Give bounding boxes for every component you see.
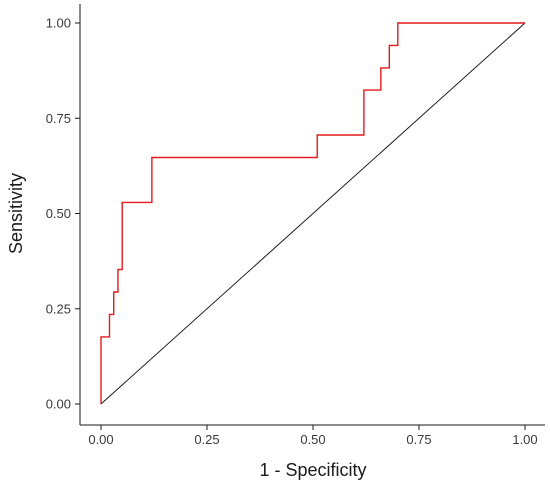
y-tick-label: 1.00 bbox=[46, 16, 71, 31]
y-tick-label: 0.25 bbox=[46, 301, 71, 316]
y-axis-title: Sensitivity bbox=[6, 173, 26, 254]
x-tick-label: 0.75 bbox=[406, 432, 431, 447]
x-tick-label: 0.50 bbox=[300, 432, 325, 447]
x-tick-label: 0.00 bbox=[88, 432, 113, 447]
series-layer bbox=[100, 22, 526, 405]
reference-diagonal-line bbox=[100, 22, 526, 405]
y-tick-label: 0.50 bbox=[46, 206, 71, 221]
roc-curve-line bbox=[100, 22, 525, 404]
x-tick-label: 1.00 bbox=[512, 432, 537, 447]
y-tick-label: 0.75 bbox=[46, 111, 71, 126]
x-tick-label: 0.25 bbox=[194, 432, 219, 447]
ticks: 0.00 0.25 0.50 0.75 1.00 0.00 0.25 0.50 0.75 1.00 bbox=[46, 16, 538, 448]
y-tick-label: 0.00 bbox=[46, 397, 71, 412]
x-axis-title: 1 - Specificity bbox=[259, 460, 366, 480]
